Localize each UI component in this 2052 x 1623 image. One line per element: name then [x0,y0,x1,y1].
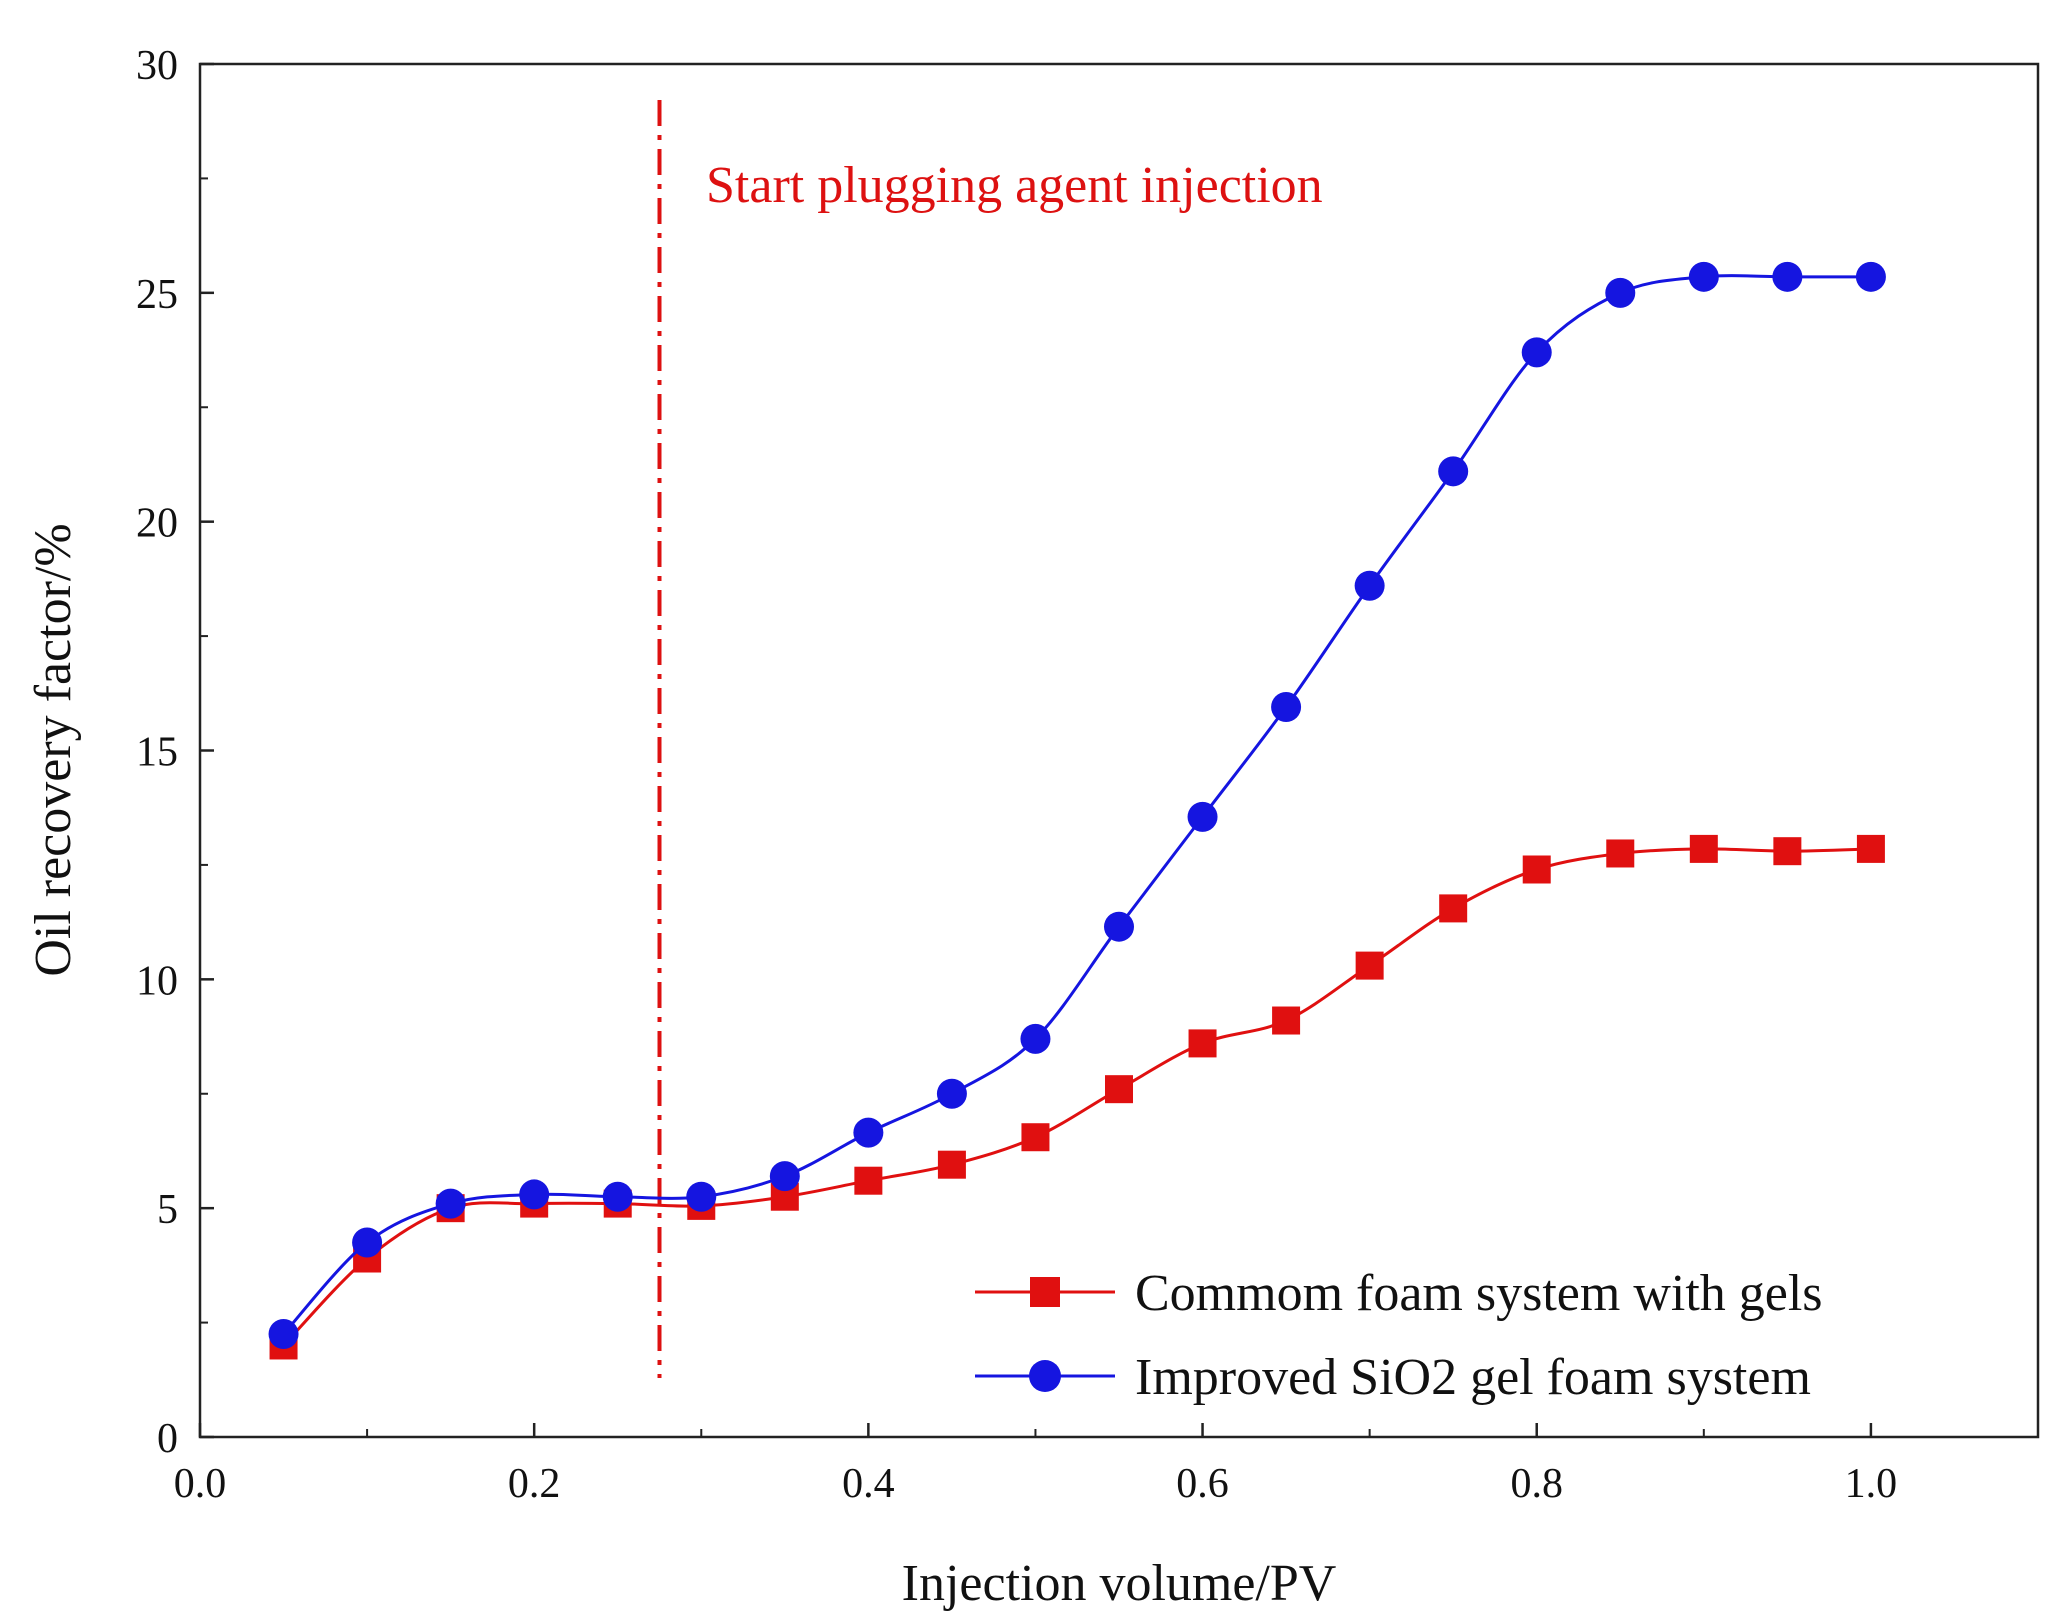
legend-marker-improved-sio2 [1029,1360,1061,1392]
data-point-square [1272,1006,1301,1035]
plugging-start-annotation: Start plugging agent injection [706,157,1323,214]
data-point-circle [769,1161,800,1192]
data-point-circle [1521,337,1552,368]
legend: Commom foam system with gels Improved Si… [975,1265,1823,1406]
data-point-circle [352,1227,383,1258]
data-point-circle [1187,801,1218,832]
x-tick-label: 0.6 [1176,1461,1229,1507]
data-point-square [854,1166,883,1195]
data-point-circle [519,1179,550,1210]
data-point-circle [268,1319,299,1350]
data-point-circle [1605,277,1636,308]
data-point-square [1689,834,1718,863]
plot-area-border [198,62,2040,1439]
x-tick-label: 0.4 [842,1461,895,1507]
data-point-square [1355,951,1384,980]
data-point-square [1439,894,1468,923]
y-tick-label: 15 [136,730,178,776]
x-tick-label: 0.0 [174,1461,227,1507]
data-point-circle [686,1181,717,1212]
data-point-square [1773,837,1802,866]
x-tick-label: 0.2 [508,1461,561,1507]
y-tick-label: 20 [136,501,178,547]
y-tick-label: 30 [136,43,178,89]
data-point-circle [936,1078,967,1109]
data-point-square [1856,834,1885,863]
data-point-circle [853,1117,884,1148]
data-point-square [937,1150,966,1179]
data-point-square [1606,839,1635,868]
y-tick-label: 25 [136,272,178,318]
plot-frame [198,62,2040,1439]
legend-item-improved-sio2: Improved SiO2 gel foam system [975,1349,1811,1406]
y-axis: 0 5 10 15 20 25 30 [136,43,214,1462]
data-point-circle [1855,261,1886,292]
series-improved-sio2 [268,261,1886,1350]
series-layer [268,261,1886,1360]
data-point-square [1522,855,1551,884]
y-tick-label: 5 [157,1187,178,1233]
y-tick-label: 0 [157,1416,178,1462]
data-point-square [1105,1075,1133,1104]
data-point-square [1188,1029,1217,1058]
data-point-circle [1104,911,1134,942]
data-point-circle [1271,692,1302,723]
data-point-circle [1354,570,1385,601]
legend-item-common-foam: Commom foam system with gels [975,1265,1823,1322]
x-tick-label: 1.0 [1845,1461,1898,1507]
x-axis-title: Injection volume/PV [902,1555,1337,1612]
data-point-square [1021,1123,1050,1152]
data-point-circle [1772,261,1803,292]
data-point-circle [602,1181,633,1212]
data-point-circle [435,1188,466,1219]
legend-label-improved-sio2: Improved SiO2 gel foam system [1135,1349,1811,1406]
legend-label-common-foam: Commom foam system with gels [1135,1265,1823,1322]
series-line [282,274,1871,1336]
data-point-circle [1020,1023,1051,1054]
data-point-circle [1688,261,1719,292]
legend-marker-common-foam [1030,1277,1060,1307]
data-point-circle [1438,456,1469,487]
x-tick-label: 0.8 [1510,1461,1563,1507]
y-axis-title: Oil recovery factor/% [25,523,82,976]
y-tick-label: 10 [136,958,178,1004]
x-axis: 0.0 0.2 0.4 0.6 0.8 1.0 [174,1423,2039,1507]
